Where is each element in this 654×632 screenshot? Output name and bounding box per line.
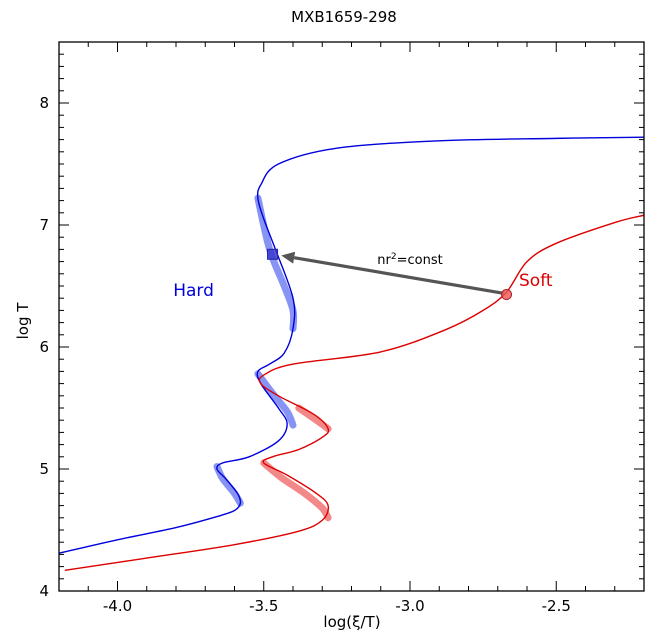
- x-tick-label: -3.5: [249, 597, 278, 615]
- plot-content: nr2=const Hard Soft: [59, 136, 644, 571]
- y-tick-label: 5: [39, 460, 49, 478]
- y-tick-label: 8: [39, 94, 49, 112]
- plot-area: [59, 136, 644, 571]
- arrow-head: [281, 251, 296, 264]
- square-marker: [267, 248, 279, 260]
- plot-frame: [58, 41, 645, 592]
- hard-stable-segment-0: [254, 194, 298, 333]
- hard-stable-segment-2: [213, 463, 244, 507]
- hard-stable-segment-1: [254, 370, 297, 429]
- series-line-hard: [59, 136, 644, 554]
- x-tick-label: -3.0: [395, 597, 424, 615]
- y-tick-label: 4: [39, 582, 49, 600]
- circle-marker: [501, 289, 513, 301]
- x-tick-label: -4.0: [103, 597, 132, 615]
- axis-ticks: [58, 41, 645, 592]
- series-label-soft: Soft: [519, 271, 553, 291]
- x-tick-label: -2.5: [542, 597, 571, 615]
- soft-stable-segment-1: [260, 459, 332, 522]
- soft-stable-segment-0: [295, 404, 332, 433]
- tick-labels: -4.0 -3.5 -3.0 -2.5 4 5 6 7 8: [39, 94, 570, 615]
- x-axis-title: log(ξ/T): [323, 613, 380, 631]
- series-line-soft: [64, 214, 644, 571]
- y-tick-label: 6: [39, 338, 49, 356]
- chart-title: MXB1659-298: [291, 8, 397, 26]
- y-tick-label: 7: [39, 216, 49, 234]
- series-label-hard: Hard: [173, 281, 214, 301]
- arrow-shaft: [293, 256, 504, 295]
- arrow-label: nr2=const: [377, 252, 442, 268]
- y-axis-title: log T: [14, 302, 32, 340]
